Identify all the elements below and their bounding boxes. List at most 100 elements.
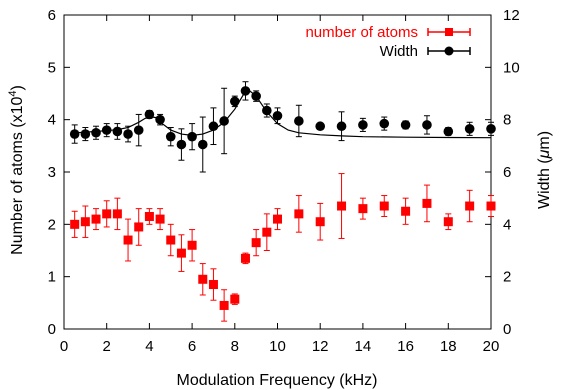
data-point-atoms	[102, 209, 112, 219]
data-point-atoms	[315, 217, 325, 227]
y-left-tick-label: 2	[48, 216, 56, 233]
series-width	[69, 81, 496, 173]
y-right-tick-label: 2	[503, 269, 511, 286]
x-tick-label: 12	[312, 338, 329, 355]
data-point-width	[464, 124, 475, 134]
data-point-atoms	[70, 219, 80, 229]
legend-label-width: Width	[380, 43, 418, 60]
data-point-width	[123, 129, 133, 139]
data-point-width	[379, 118, 390, 129]
data-point-width	[144, 109, 155, 120]
y-right-tick-label: 4	[503, 216, 511, 233]
data-point-atoms	[155, 214, 165, 224]
y-right-tick-label: 10	[503, 59, 520, 76]
data-point-width	[165, 131, 176, 142]
data-point-width	[197, 139, 208, 150]
data-point-width	[69, 129, 80, 139]
data-point-atoms	[144, 211, 154, 221]
legend: number of atoms Width	[305, 24, 471, 60]
x-tick-label: 4	[145, 338, 153, 355]
data-point-atoms	[294, 209, 304, 219]
y-left-tick-label: 1	[48, 269, 56, 286]
data-point-width	[155, 114, 165, 125]
legend-label-atoms: number of atoms	[305, 24, 418, 41]
data-point-atoms	[401, 206, 411, 216]
data-point-atoms	[262, 227, 272, 237]
y-axis-right-label-mu: μ	[536, 149, 553, 159]
y-right-tick-label: 8	[503, 112, 511, 129]
data-point-width	[251, 91, 261, 101]
y-right-tick-label: 12	[503, 7, 520, 24]
data-point-width	[240, 86, 251, 96]
legend-marker-width	[427, 46, 471, 56]
data-point-width	[91, 127, 101, 138]
data-point-width	[176, 139, 187, 150]
x-tick-label: 20	[483, 338, 500, 355]
data-point-atoms	[486, 201, 496, 211]
y-right-tick-label: 6	[503, 164, 511, 181]
y-left-tick-label: 6	[48, 7, 56, 24]
data-point-atoms	[422, 198, 432, 208]
data-point-width	[315, 121, 326, 132]
x-tick-label: 0	[60, 338, 68, 355]
y-left-tick-label: 4	[48, 112, 56, 129]
data-point-atoms	[230, 294, 240, 304]
data-point-width	[187, 131, 197, 142]
data-point-width	[80, 129, 91, 139]
y-axis-right-label: Width (μm)	[536, 131, 553, 209]
x-tick-label: 18	[440, 338, 457, 355]
data-point-atoms	[358, 204, 368, 214]
legend-marker-atoms	[427, 28, 471, 36]
data-point-width	[400, 120, 411, 130]
data-point-width	[230, 96, 240, 107]
data-point-width	[133, 125, 144, 135]
data-point-atoms	[443, 217, 453, 227]
data-point-atoms	[208, 280, 218, 290]
data-point-atoms	[251, 238, 261, 248]
data-point-width	[294, 116, 304, 126]
data-point-width	[101, 125, 112, 135]
data-point-width	[219, 116, 229, 126]
data-point-width	[443, 126, 454, 137]
x-tick-label: 8	[231, 338, 239, 355]
y-axis-left-label-close: )	[9, 85, 26, 90]
x-tick-label: 6	[188, 338, 196, 355]
series-layer	[69, 81, 496, 322]
y-left-tick-label: 0	[48, 321, 56, 338]
data-point-atoms	[240, 253, 250, 263]
y-axis-right-label-suffix: m)	[536, 131, 553, 150]
data-point-atoms	[123, 235, 133, 245]
y-left-tick-label: 3	[48, 164, 56, 181]
data-point-atoms	[465, 201, 475, 211]
data-point-width	[358, 120, 368, 130]
data-point-atoms	[176, 248, 186, 258]
data-point-atoms	[134, 222, 144, 232]
x-tick-label: 2	[103, 338, 111, 355]
y-axis-left-label: Number of atoms (x104)	[7, 85, 26, 255]
data-point-atoms	[273, 214, 282, 224]
data-point-width	[208, 121, 219, 132]
y-axis-left-label-exponent: 4	[7, 90, 19, 96]
data-point-atoms	[219, 300, 229, 310]
data-point-atoms	[337, 201, 347, 211]
data-point-width	[262, 105, 272, 116]
data-point-width	[112, 126, 123, 137]
y-axis-left-label-text: Number of atoms (x10	[9, 96, 26, 254]
data-point-width	[272, 110, 283, 121]
axes-layer	[63, 14, 492, 330]
data-point-width	[336, 121, 347, 132]
y-right-tick-label: 0	[503, 321, 511, 338]
x-tick-label: 14	[355, 338, 372, 355]
data-point-atoms	[166, 235, 176, 245]
data-point-atoms	[112, 209, 122, 219]
plot-frame	[63, 14, 492, 330]
data-point-width	[422, 120, 432, 130]
series-atoms	[70, 173, 496, 322]
data-point-atoms	[80, 217, 90, 227]
x-axis-label: Modulation Frequency (kHz)	[177, 372, 378, 389]
data-point-atoms	[198, 274, 208, 284]
y-left-tick-label: 5	[48, 59, 56, 76]
x-tick-label: 10	[269, 338, 286, 355]
